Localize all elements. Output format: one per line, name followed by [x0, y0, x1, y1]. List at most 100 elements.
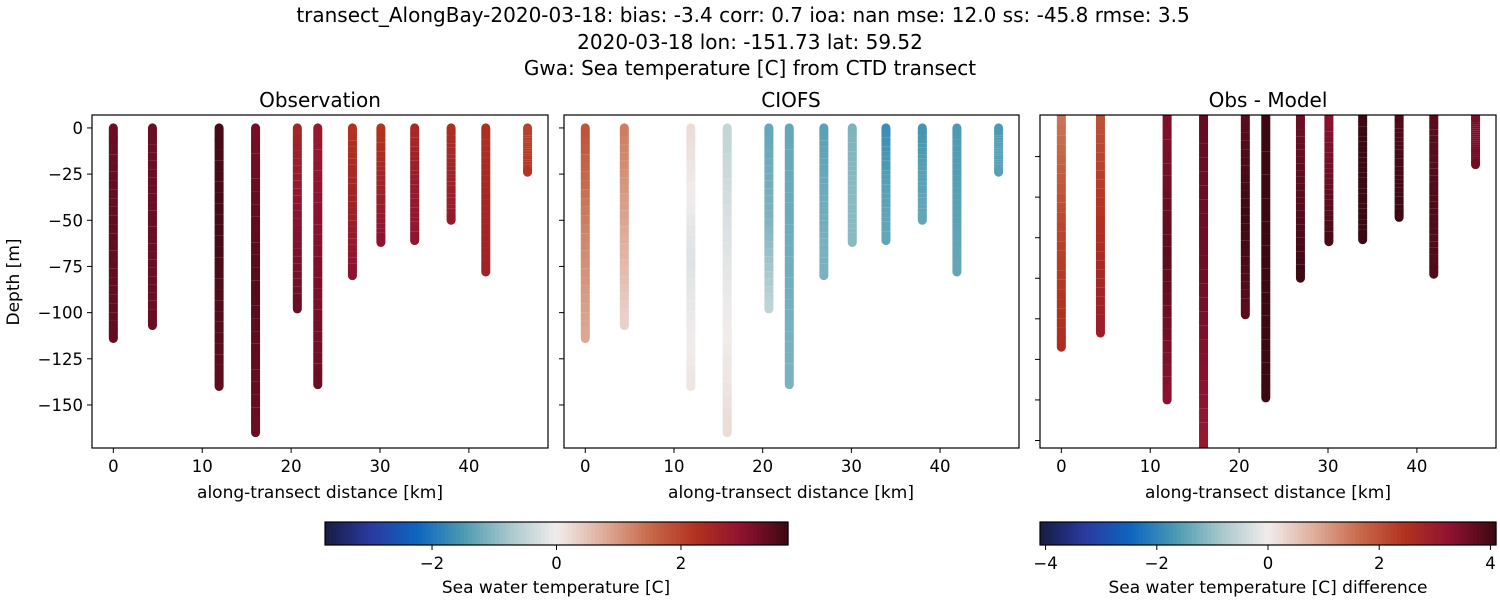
colorbar-swatch — [1404, 522, 1410, 545]
colorbar-swatch — [1047, 522, 1052, 545]
colorbar-swatch — [1290, 522, 1296, 545]
colorbar-swatch — [394, 522, 399, 545]
colorbar-swatch — [1477, 522, 1482, 545]
colorbar-swatch — [1070, 522, 1075, 545]
colorbar-swatch — [1249, 522, 1254, 545]
colorbar-swatch — [502, 522, 507, 545]
colorbar-swatch — [1492, 522, 1497, 545]
colorbar-swatch — [1279, 522, 1284, 545]
colorbar-swatch — [1093, 522, 1098, 545]
colorbar-swatch — [336, 522, 342, 545]
colorbar-swatch — [325, 522, 330, 545]
colorbar-swatch — [348, 522, 353, 545]
colorbar-swatch — [749, 522, 754, 545]
colorbar-swatch — [1480, 522, 1486, 545]
colorbar-swatch — [595, 522, 600, 545]
colorbar-swatch — [1439, 522, 1444, 545]
colorbar-swatch — [1256, 522, 1261, 545]
colorbar-swatch — [332, 522, 338, 545]
colorbar-swatch — [463, 522, 469, 545]
colorbar-swatch — [575, 522, 581, 545]
colorbar-swatch — [541, 522, 546, 545]
colorbar-swatch — [633, 522, 639, 545]
colorbar-swatch — [687, 522, 693, 545]
y-tick-label: −125 — [38, 350, 83, 369]
x-tick-label: 30 — [841, 457, 862, 476]
axes-frame — [1039, 114, 1497, 449]
colorbar-swatch — [703, 522, 708, 545]
colorbar-swatch — [1203, 522, 1208, 545]
colorbar-swatch — [529, 522, 534, 545]
colorbar-swatch — [1230, 522, 1235, 545]
colorbar-swatch — [1184, 522, 1189, 545]
colorbar-swatch — [556, 522, 561, 545]
colorbar-swatch — [772, 522, 778, 545]
colorbar-swatch — [1245, 522, 1250, 545]
colorbar-swatch — [722, 522, 727, 545]
colorbar-swatch — [1173, 522, 1178, 545]
colorbar-swatch — [760, 522, 766, 545]
x-tick-label: 40 — [930, 457, 951, 476]
colorbar-swatch — [625, 522, 631, 545]
colorbar-swatch — [452, 522, 457, 545]
colorbar-swatch — [510, 522, 515, 545]
colorbar-swatch — [1119, 522, 1125, 545]
colorbar-swatch — [1412, 522, 1417, 545]
colorbar-swatch — [1366, 522, 1372, 545]
colorbar-swatch — [1055, 522, 1060, 545]
colorbar-swatch — [494, 522, 500, 545]
colorbar-swatch — [1146, 522, 1151, 545]
colorbar-swatch — [340, 522, 345, 545]
colorbar-swatch — [471, 522, 477, 545]
colorbar-swatch — [1488, 522, 1493, 545]
x-tick-label: 20 — [1229, 457, 1250, 476]
colorbar-swatch — [1169, 522, 1174, 545]
colorbar-swatch — [1116, 522, 1121, 545]
colorbar-swatch — [606, 522, 612, 545]
colorbar-swatch — [421, 522, 426, 545]
colorbar-swatch — [483, 522, 488, 545]
colorbar-swatch — [1408, 522, 1413, 545]
colorbar-swatch — [695, 522, 700, 545]
colorbar-swatch — [1078, 522, 1083, 545]
x-tick-label: 40 — [458, 457, 479, 476]
colorbar-swatch — [1123, 522, 1128, 545]
colorbar-swatch — [1043, 522, 1049, 545]
colorbar-swatch — [1051, 522, 1056, 545]
colorbar-swatch — [379, 522, 384, 545]
colorbar-swatch — [618, 522, 623, 545]
colorbar-swatch — [1241, 522, 1246, 545]
colorbar-swatch — [699, 522, 704, 545]
colorbar-swatch — [579, 522, 585, 545]
x-tick-label: 10 — [192, 457, 213, 476]
colorbar-swatch — [1271, 522, 1277, 545]
colorbar-swatch — [1363, 522, 1368, 545]
colorbar-swatch — [1081, 522, 1087, 545]
colorbar-swatch — [487, 522, 492, 545]
colorbar-swatch — [1420, 522, 1425, 545]
colorbar-swatch — [467, 522, 473, 545]
colorbar-swatch — [679, 522, 685, 545]
x-tick-label: 20 — [281, 457, 302, 476]
y-axis-label: Depth [m] — [4, 238, 24, 325]
colorbar-swatch — [560, 522, 565, 545]
colorbar-swatch — [1336, 522, 1341, 545]
colorbar-swatch — [741, 522, 747, 545]
colorbar-swatch — [1469, 522, 1474, 545]
colorbar-tick-label: 2 — [676, 554, 687, 573]
colorbar-swatch — [1461, 522, 1467, 545]
x-tick-label: 0 — [108, 457, 119, 476]
colorbar-swatch — [583, 522, 588, 545]
colorbar-swatch — [1389, 522, 1394, 545]
colorbar-swatch — [544, 522, 550, 545]
title-line-1: transect_AlongBay-2020-03-18: bias: -3.4… — [296, 3, 1189, 27]
colorbar-swatch — [1317, 522, 1322, 545]
colorbar-swatch — [1370, 522, 1375, 545]
colorbar-swatch — [1351, 522, 1356, 545]
panel-title-obs-model: Obs - Model — [1209, 88, 1328, 112]
colorbar-swatch — [610, 522, 615, 545]
colorbar-swatch — [417, 522, 423, 545]
colorbar-swatch — [1385, 522, 1391, 545]
colorbar-swatch — [1127, 522, 1132, 545]
